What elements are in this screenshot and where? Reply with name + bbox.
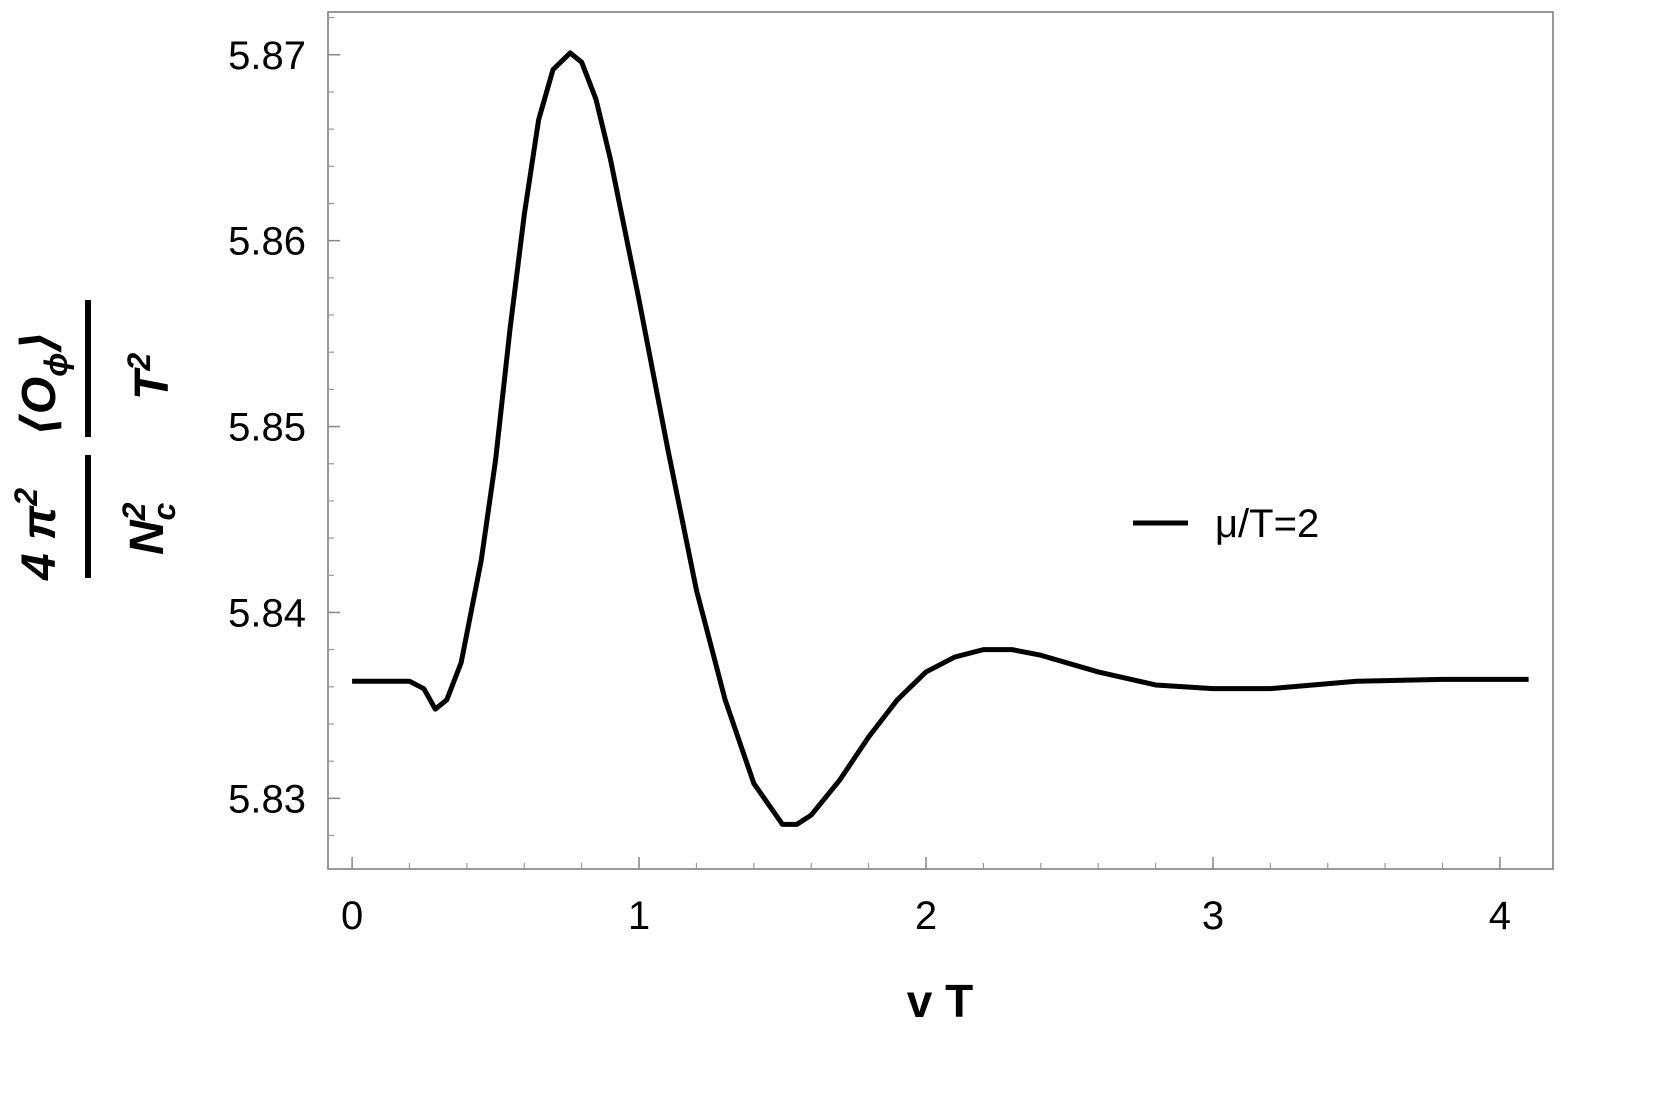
y-axis-label: 4 π2 N2c ⟨Oϕ⟩ T2 [8,300,182,581]
y-label-part: 4 π2 [8,488,66,581]
y-label-part: ⟩ [13,331,66,354]
y-label-part: ⟨Oϕ⟩ [13,331,74,436]
y-label-part: 4 π [13,505,66,581]
y-tick-label: 5.84 [228,591,306,635]
y-label-part: T [126,367,179,400]
plot-frame [327,11,1554,870]
data-line [352,50,1529,827]
y-label-part: N [121,519,174,555]
y-label-part: 2 [116,502,152,521]
y-label-part: 2 [8,488,44,507]
x-tick-label: 2 [915,894,937,938]
x-tick-label: 0 [341,894,363,938]
x-tick-label: 3 [1202,894,1224,938]
y-label-part: ϕ [38,352,74,376]
y-label-part: 2 [121,353,157,372]
y-tick-label: 5.87 [228,34,306,78]
y-label-part: ⟨O [13,377,66,436]
x-axis-label: v T [907,975,973,1027]
y-label-part: T2 [121,353,179,400]
y-label-part: N2c [116,502,182,555]
x-tick-label: 4 [1489,894,1511,938]
legend-label: μ/T=2 [1215,502,1319,546]
y-tick-label: 5.83 [228,777,306,821]
y-label-part: c [146,503,182,521]
y-tick-label: 5.86 [228,220,306,264]
x-tick-label: 1 [628,894,650,938]
y-tick-label: 5.85 [228,406,306,450]
